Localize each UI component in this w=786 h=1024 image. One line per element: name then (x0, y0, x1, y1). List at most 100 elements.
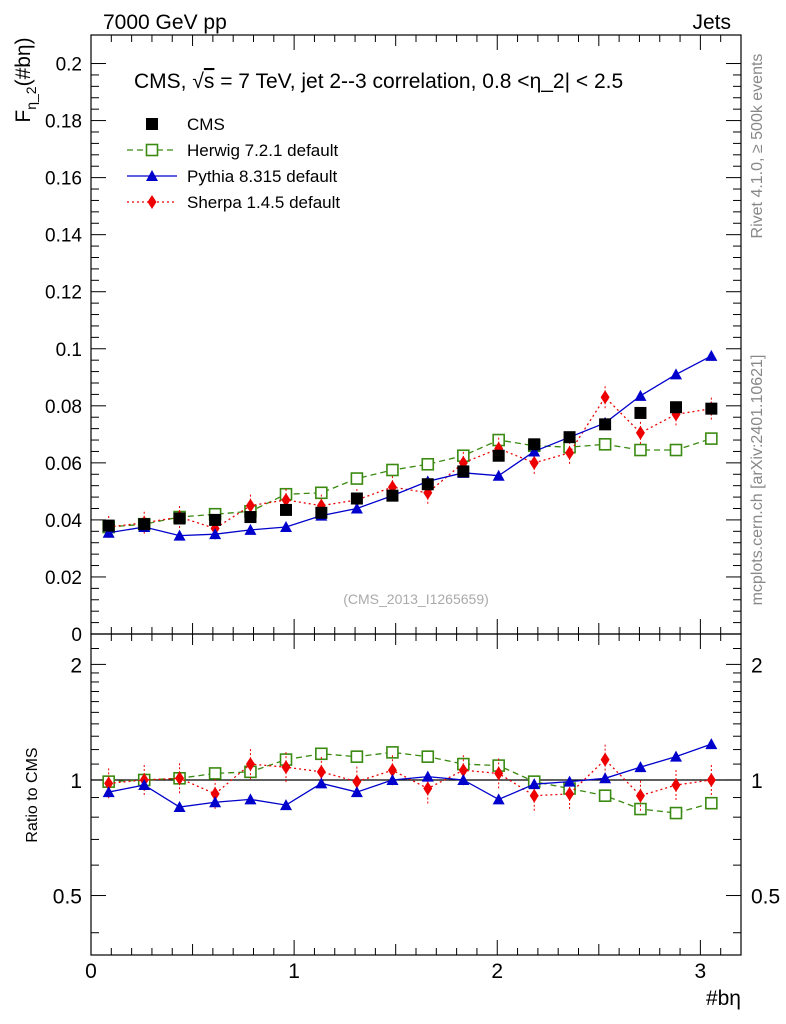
pythia-ratio-point (209, 796, 222, 808)
legend-pythia-marker (146, 170, 158, 181)
pythia-ratio-point (670, 750, 682, 762)
legend-herwig-marker (145, 143, 159, 157)
cms-point (102, 519, 115, 532)
sherpa-point (635, 425, 645, 440)
sherpa-point (281, 492, 291, 507)
pythia-point (280, 521, 292, 533)
pythia-ratio-point (492, 793, 505, 805)
y-tick-label: 0.1 (56, 340, 82, 361)
header-process-label: Jets (692, 11, 731, 34)
ratio-y-axis-label: Ratio to CMS (24, 747, 41, 842)
pythia-point (173, 529, 186, 541)
main-series (102, 349, 718, 541)
x-tick-label: 3 (695, 960, 707, 983)
sherpa-ratio-point (281, 760, 291, 775)
pythia-ratio-point (528, 778, 541, 790)
ratio-tick-label-right: 0.5 (751, 886, 780, 909)
rivet-info-label: Rivet 4.1.0, ≥ 500k events (749, 54, 766, 239)
ratio-tick-label: 0.5 (53, 886, 82, 909)
sherpa-ratio-point (706, 772, 716, 787)
title-s: s (204, 70, 215, 93)
sherpa-ratio-point (387, 763, 397, 778)
y-tick-label: 0 (71, 625, 82, 646)
y-label-sub: η_2 (23, 86, 39, 110)
sherpa-point (529, 455, 539, 470)
cms-point (670, 401, 682, 414)
y-tick-label: 0.06 (45, 454, 82, 475)
sherpa-ratio-point (635, 788, 645, 803)
sherpa-ratio-point (316, 764, 326, 779)
sherpa-line (108, 396, 712, 530)
y-tick-label: 0.18 (45, 112, 82, 133)
sherpa-point (565, 445, 575, 460)
herwig-ratio-point (315, 747, 328, 761)
cms-point (457, 465, 470, 478)
pythia-point (670, 368, 682, 380)
pythia-point (350, 502, 363, 514)
x-tick-label: 1 (288, 960, 300, 983)
sherpa-point (600, 390, 610, 405)
sherpa-ratio-point (210, 786, 220, 801)
pythia-ratio-point (386, 773, 399, 785)
pythia-point (102, 526, 115, 538)
pythia-ratio-point (138, 779, 151, 791)
pythia-ratio-point (350, 786, 363, 798)
y-axis-label: Fη_2(#bη) (12, 37, 39, 122)
pythia-ratio-point (563, 775, 576, 787)
legend-cms-label: CMS (187, 115, 225, 134)
title-prefix: CMS, (134, 70, 192, 93)
x-tick-label: 2 (491, 960, 503, 983)
sherpa-ratio-point (423, 781, 433, 796)
legend-sherpa-marker (147, 195, 157, 209)
ratio-tick-label: 2 (70, 654, 82, 677)
pythia-point (528, 445, 541, 457)
cms-point (173, 512, 186, 525)
y-tick-label: 0.12 (45, 283, 82, 304)
sherpa-ratio-point (671, 778, 681, 793)
herwig-ratio-point (705, 796, 718, 810)
pythia-ratio-point (280, 799, 292, 811)
cms-point (138, 518, 151, 531)
pythia-ratio-point (421, 770, 434, 782)
herwig-ratio-point (208, 767, 222, 780)
cms-point (563, 431, 576, 444)
sherpa-ratio-point (565, 786, 575, 801)
title-rest: = 7 TeV, jet 2--3 correlation, 0.8 <η_2|… (214, 70, 623, 93)
ratio-tick-label-right: 1 (751, 770, 763, 793)
cms-point (705, 402, 718, 415)
x-axis-label: #bη (706, 987, 741, 1010)
sherpa-ratio-point (104, 776, 114, 791)
cms-point (492, 449, 505, 462)
y-tick-label: 0.14 (45, 226, 82, 247)
legend-cms-marker (146, 118, 158, 130)
y-tick-label: 0.04 (45, 511, 82, 532)
herwig-point (350, 472, 364, 485)
sherpa-ratio-point (245, 757, 255, 772)
pythia-ratio-point (244, 793, 257, 805)
y-tick-label: 0.08 (45, 397, 82, 418)
herwig-point (421, 457, 435, 471)
pythia-ratio-line (108, 743, 712, 808)
y-label-tail: (#bη) (12, 37, 35, 86)
pythia-line (108, 355, 712, 537)
cms-point (209, 513, 222, 526)
pythia-ratio-point (457, 773, 470, 785)
cms-point (315, 506, 328, 519)
pythia-point (209, 528, 222, 540)
cms-point (280, 503, 292, 516)
sherpa-ratio-point (458, 763, 468, 778)
y-tick-label: 0.2 (56, 55, 82, 76)
cms-point (528, 438, 541, 451)
herwig-ratio-point (598, 789, 612, 802)
cms-point (386, 489, 399, 502)
ratio-tick-label-right: 2 (751, 654, 763, 677)
herwig-point (598, 438, 612, 451)
cms-point (599, 418, 612, 431)
sherpa-ratio-point (175, 771, 185, 786)
legend-herwig-label: Herwig 7.2.1 default (187, 141, 338, 160)
ratio-series (102, 738, 718, 820)
herwig-line (108, 437, 712, 528)
legend-sherpa-label: Sherpa 1.4.5 default (187, 193, 340, 212)
cms-point (421, 478, 434, 491)
